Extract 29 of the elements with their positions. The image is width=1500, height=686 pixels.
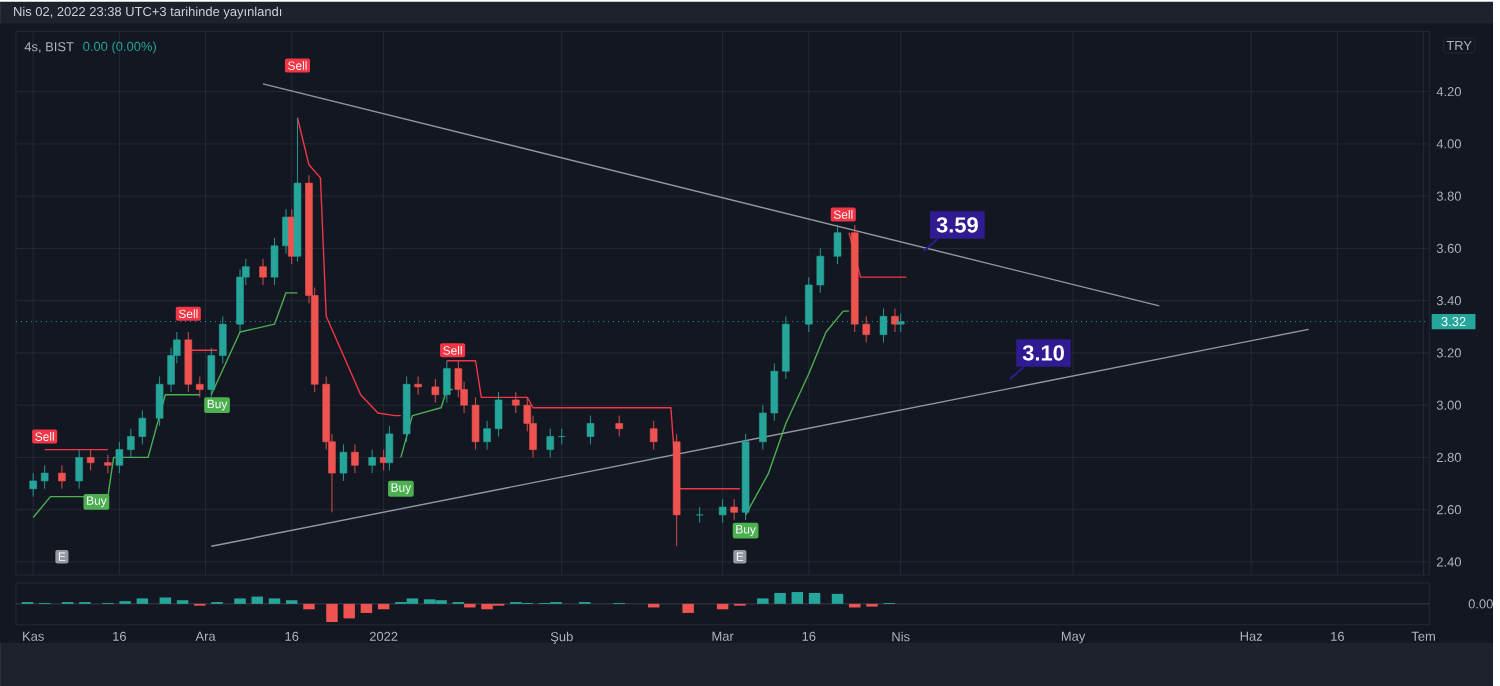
candlestick [431, 378, 440, 403]
candlestick [443, 360, 451, 403]
candlestick [833, 224, 842, 265]
candlestick [351, 443, 359, 474]
annotation: 3.59 [936, 216, 978, 233]
candlestick [29, 472, 37, 497]
candlestick [546, 428, 555, 458]
annotation: 3.10 [1022, 345, 1064, 361]
candlestick [40, 464, 49, 490]
candlestick [86, 448, 95, 471]
candlestick [196, 375, 204, 398]
candlestick [718, 498, 727, 523]
candlestick [104, 454, 112, 474]
candlestick [75, 448, 83, 490]
candlestick [207, 347, 216, 398]
candlestick [339, 443, 348, 482]
candlestick [586, 414, 595, 445]
candlestick [414, 375, 422, 395]
candlestick [615, 414, 623, 437]
candlestick [649, 420, 658, 450]
candlestick [695, 506, 704, 523]
candlestick [368, 448, 376, 474]
candlestick [259, 258, 267, 286]
candlestick [115, 441, 124, 474]
candlestick [184, 331, 193, 393]
candlestick [891, 307, 899, 333]
candlestick [58, 464, 66, 490]
candlestick [385, 425, 394, 471]
candlestick [730, 498, 738, 521]
